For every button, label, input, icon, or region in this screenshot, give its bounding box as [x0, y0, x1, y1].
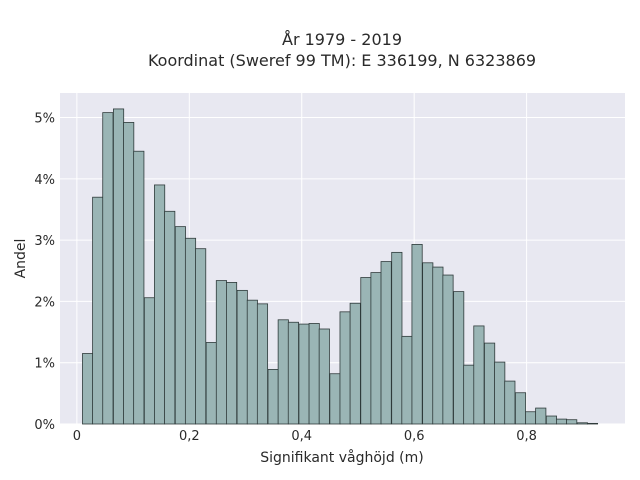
histogram-bar: [504, 380, 516, 425]
histogram-bar: [422, 262, 434, 425]
histogram-bar: [556, 418, 568, 425]
y-axis-label: Andel: [13, 239, 29, 279]
histogram-bar: [195, 248, 207, 425]
x-tick-label: 0,4: [291, 429, 312, 444]
x-tick-label: 0,2: [179, 429, 200, 444]
y-tick-label: 0%: [34, 418, 55, 433]
chart-title-line-1: År 1979 - 2019: [282, 30, 402, 49]
histogram-bar: [349, 302, 361, 425]
histogram-bar: [370, 272, 382, 425]
histogram-bar: [566, 419, 578, 425]
histogram-bar: [154, 184, 166, 425]
histogram-bar: [308, 323, 320, 425]
histogram-bar: [586, 422, 599, 425]
histogram-bar: [576, 422, 588, 425]
histogram-bar: [535, 407, 547, 425]
histogram-bar: [411, 244, 423, 425]
y-tick-label: 2%: [34, 295, 55, 310]
histogram-bar: [287, 321, 299, 425]
histogram-bar: [133, 150, 145, 425]
histogram-bar: [113, 108, 125, 425]
histogram-bar: [494, 361, 506, 425]
histogram-bar: [453, 291, 465, 425]
x-axis-label: Signifikant våghöjd (m): [260, 449, 423, 466]
histogram-bar: [277, 319, 289, 425]
histogram-bar: [174, 226, 186, 425]
histogram-bar: [205, 342, 217, 425]
histogram-bar: [380, 261, 392, 425]
y-tick-label: 4%: [34, 173, 55, 188]
histogram-bar: [463, 364, 475, 425]
histogram-bars: [82, 108, 599, 425]
histogram-bar: [267, 369, 279, 425]
histogram-bar: [318, 328, 330, 425]
histogram-bar: [123, 122, 135, 425]
histogram-bar: [484, 342, 496, 425]
y-axis-ticks: 0% 1% 2% 3% 4% 5%: [34, 112, 55, 433]
chart-title-line-2: Koordinat (Sweref 99 TM): E 336199, N 63…: [148, 51, 536, 70]
histogram-bar: [246, 299, 258, 425]
histogram-bar: [329, 373, 341, 425]
x-tick-label: 0,8: [516, 429, 537, 444]
histogram-bar: [442, 274, 454, 425]
histogram-bar: [184, 237, 197, 425]
histogram-bar: [391, 251, 403, 425]
histogram-bar: [92, 196, 104, 425]
histogram-bar: [226, 282, 238, 425]
histogram-bar: [514, 392, 527, 425]
histogram-bar: [164, 210, 176, 425]
histogram-bar: [143, 297, 156, 425]
histogram-bar: [432, 266, 444, 425]
histogram-bar: [256, 303, 269, 425]
histogram-bar: [339, 311, 351, 425]
histogram-bar: [236, 289, 248, 425]
x-axis-ticks: 0 0,2 0,4 0,6 0,8: [73, 429, 537, 444]
histogram-bar: [102, 112, 114, 425]
y-tick-label: 3%: [34, 234, 55, 249]
histogram-bar: [545, 415, 557, 425]
y-tick-label: 1%: [34, 357, 55, 372]
x-tick-label: 0,6: [404, 429, 425, 444]
histogram-bar: [215, 280, 227, 425]
y-tick-label: 5%: [34, 112, 55, 127]
histogram-bar: [401, 335, 413, 425]
histogram-bar: [525, 411, 537, 425]
histogram-bar: [298, 323, 310, 425]
histogram-bar: [360, 277, 372, 425]
x-tick-label: 0: [73, 429, 81, 444]
histogram-bar: [473, 325, 485, 425]
histogram-bar: [82, 353, 94, 425]
